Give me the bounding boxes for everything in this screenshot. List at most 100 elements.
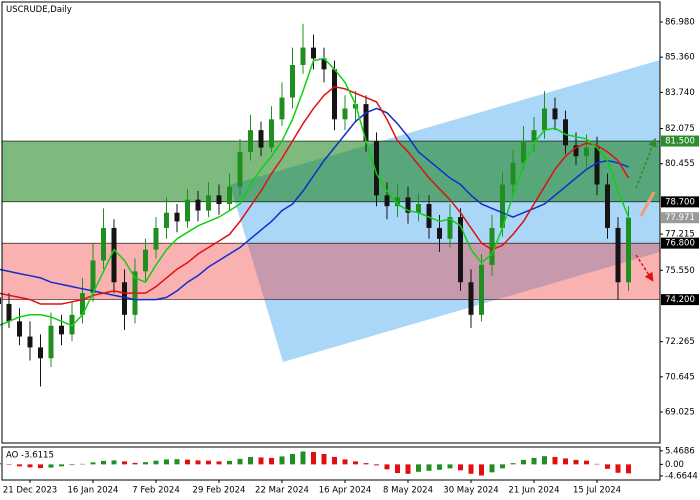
ao-bar: [6, 464, 12, 465]
candle-body: [59, 325, 64, 335]
ma-line: [0, 57, 630, 327]
ao-bar: [321, 453, 327, 465]
y-tick-label: 75.550: [665, 266, 695, 276]
y-tick-label: 77.215: [665, 230, 695, 240]
candle-body: [17, 321, 22, 337]
candle-body: [6, 303, 12, 322]
ao-bar: [80, 463, 85, 465]
price-tag-label: 76.800: [665, 239, 695, 249]
ao-bar: [615, 464, 621, 473]
x-tick-label: 29 Feb 2024: [193, 486, 246, 496]
candle-body: [122, 282, 127, 315]
ao-bar: [248, 456, 253, 465]
candle-body: [521, 141, 526, 163]
candle-body: [447, 217, 453, 239]
ao-bar: [216, 461, 222, 465]
ao-bar: [584, 460, 589, 465]
candle-body: [416, 204, 421, 213]
ao-bar: [510, 463, 516, 465]
candle-body: [384, 195, 390, 207]
ao-bar: [489, 464, 495, 473]
candle-body: [258, 130, 264, 148]
ao-bar: [626, 464, 631, 474]
x-tick-label: 8 May 2024: [383, 486, 433, 496]
ao-bar: [17, 464, 22, 467]
price-tag-label: 74.200: [665, 295, 695, 305]
candle-body: [27, 336, 33, 348]
y-tick-label: 83.740: [665, 88, 695, 98]
ao-bar: [27, 464, 33, 468]
ao-bar: [227, 460, 232, 465]
ao-bar: [573, 459, 579, 465]
candle-body: [290, 65, 295, 98]
candle-body: [594, 147, 600, 185]
ao-bar: [101, 460, 106, 465]
down-arrow: [635, 254, 654, 282]
overlay: USCRUDE,Daily AO -3.6115: [1, 1, 661, 481]
ao-bar: [132, 462, 138, 465]
candle-body: [552, 108, 558, 120]
candle-body: [111, 227, 117, 283]
candle-body: [90, 260, 96, 294]
price-tag-label: 81.500: [665, 137, 695, 147]
candle-body: [405, 197, 411, 213]
y-tick-label: 82.075: [665, 124, 695, 134]
ao-bar: [521, 459, 526, 465]
candle-body: [374, 141, 379, 196]
ao-bar: [458, 464, 463, 471]
ao-bar: [468, 464, 474, 474]
candle-body: [584, 147, 589, 157]
price-tag: [661, 196, 699, 208]
price-tag-label: 77.971: [665, 213, 695, 223]
title-box: [3, 3, 67, 15]
ao-bar: [311, 451, 316, 465]
ao-bar: [258, 457, 264, 465]
ao-bar: [300, 451, 306, 465]
ao-bar: [594, 463, 600, 465]
price-tag: [661, 237, 699, 249]
price-tag-label: 78.700: [665, 197, 695, 207]
candle-body: [227, 186, 232, 205]
x-tick-label: 16 Apr 2024: [319, 486, 372, 496]
ao-bar: [342, 459, 348, 465]
candle-body: [48, 325, 54, 359]
candle-body: [468, 282, 474, 315]
y-tick-label: 72.265: [665, 337, 695, 347]
candle-body: [563, 119, 568, 146]
candle-body: [206, 195, 211, 211]
ao-bar: [552, 456, 558, 465]
ao-bar: [405, 464, 411, 474]
candle-body: [38, 347, 43, 359]
ao-bar: [447, 464, 453, 469]
ao-bar: [353, 461, 358, 465]
candle-body: [458, 217, 463, 283]
ao-bar: [269, 457, 274, 465]
candle-body: [311, 47, 316, 59]
ao-bar: [69, 464, 75, 466]
ao-bar: [416, 464, 421, 472]
zone: [2, 141, 660, 202]
candle-body: [153, 227, 159, 250]
y-tick-label: 86.980: [665, 17, 695, 27]
candle-body: [437, 227, 442, 239]
candle-body: [269, 119, 274, 148]
ao-bar: [237, 458, 243, 465]
candle-body: [626, 217, 631, 283]
price-tag: [661, 212, 699, 224]
x-tick-label: 30 May 2024: [443, 486, 498, 496]
y-tick-label: -4.6644: [665, 471, 698, 481]
ao-bar: [90, 462, 96, 465]
ao-bar: [384, 464, 390, 470]
y-tick-label: 69.025: [665, 408, 695, 418]
candle-body: [500, 184, 505, 228]
ao-bar: [0, 463, 1, 465]
ao-bar: [374, 464, 379, 466]
y-tick-label: 85.360: [665, 53, 695, 63]
candle-body: [174, 212, 180, 222]
y-tick-label: 70.645: [665, 372, 695, 382]
x-tick-label: 15 Jul 2024: [573, 486, 621, 496]
candle-body: [69, 314, 75, 335]
ao-bar: [563, 458, 568, 465]
candle-body: [0, 297, 1, 304]
